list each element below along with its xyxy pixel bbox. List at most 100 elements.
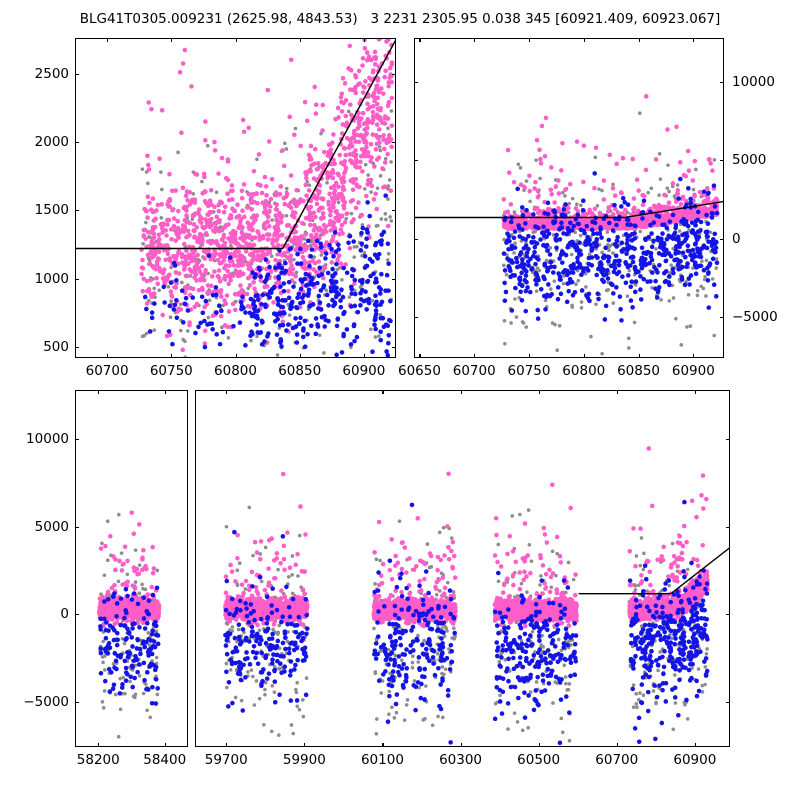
tick-mark bbox=[75, 526, 79, 528]
y-tick-label: 5000 bbox=[732, 152, 767, 169]
tick-mark bbox=[474, 38, 476, 42]
y-tick-label: 1500 bbox=[34, 202, 69, 219]
tick-mark bbox=[538, 743, 540, 747]
tick-mark bbox=[226, 743, 228, 747]
x-tick-label: 60800 bbox=[214, 363, 257, 379]
panel-bottom-segment-left-canvas bbox=[76, 391, 187, 746]
tick-mark bbox=[164, 743, 166, 747]
tick-mark bbox=[616, 390, 618, 394]
tick-mark bbox=[107, 38, 109, 42]
x-tick-label: 60700 bbox=[595, 752, 639, 768]
tick-mark bbox=[75, 141, 79, 144]
tick-mark bbox=[720, 238, 724, 240]
panel-top-right[interactable] bbox=[414, 38, 724, 358]
tick-mark bbox=[419, 354, 421, 358]
tick-mark bbox=[164, 390, 166, 394]
tick-mark bbox=[75, 210, 79, 212]
y-tick-label: −5000 bbox=[732, 309, 778, 326]
x-tick-label: 59900 bbox=[282, 752, 326, 768]
x-tick-label: 60700 bbox=[452, 363, 496, 379]
panel-top-right-canvas bbox=[415, 39, 723, 357]
x-tick-label: 58200 bbox=[76, 752, 120, 768]
tick-mark bbox=[299, 38, 301, 42]
tick-mark bbox=[694, 390, 696, 394]
tick-mark bbox=[171, 354, 173, 358]
tick-mark bbox=[75, 73, 79, 75]
tick-mark bbox=[638, 354, 640, 358]
y-tick-label: −5000 bbox=[23, 693, 69, 710]
figure-title: BLG41T0305.009231 (2625.98, 4843.53) 3 2… bbox=[79, 11, 721, 27]
y-tick-label: 5000 bbox=[34, 518, 69, 535]
tick-mark bbox=[694, 743, 696, 747]
tick-mark bbox=[726, 701, 730, 703]
tick-mark bbox=[98, 390, 100, 394]
y-tick-label: 2500 bbox=[34, 65, 69, 82]
tick-mark bbox=[171, 38, 173, 42]
y-tick-label: 2000 bbox=[34, 133, 69, 150]
x-tick-label: 60750 bbox=[507, 363, 551, 379]
panel-top-left[interactable] bbox=[75, 38, 396, 358]
tick-mark bbox=[460, 743, 462, 747]
tick-mark bbox=[75, 439, 79, 441]
tick-mark bbox=[529, 354, 531, 358]
x-tick-label: 60700 bbox=[85, 363, 129, 379]
y-tick-label: 0 bbox=[732, 230, 741, 247]
tick-mark bbox=[75, 614, 79, 616]
x-tick-label: 60900 bbox=[673, 752, 717, 768]
tick-mark bbox=[392, 278, 396, 280]
tick-mark bbox=[382, 743, 384, 747]
tick-mark bbox=[693, 38, 695, 42]
tick-mark bbox=[414, 317, 418, 319]
panel-bottom-segment-left[interactable] bbox=[75, 390, 188, 747]
tick-mark bbox=[392, 347, 396, 349]
tick-mark bbox=[720, 317, 724, 319]
tick-mark bbox=[693, 354, 695, 358]
x-tick-label: 58400 bbox=[143, 752, 187, 768]
tick-mark bbox=[720, 81, 724, 83]
tick-mark bbox=[529, 38, 531, 42]
tick-mark bbox=[75, 347, 79, 349]
panel-bottom-segment-right-canvas bbox=[196, 391, 729, 746]
tick-mark bbox=[75, 278, 79, 280]
tick-mark bbox=[235, 354, 237, 358]
x-tick-label: 60900 bbox=[671, 363, 715, 379]
x-tick-label: 60100 bbox=[360, 752, 404, 768]
x-tick-label: 60850 bbox=[617, 363, 661, 379]
tick-mark bbox=[638, 38, 640, 42]
tick-mark bbox=[392, 141, 396, 144]
x-tick-label: 60500 bbox=[517, 752, 561, 768]
tick-mark bbox=[414, 238, 418, 240]
tick-mark bbox=[583, 38, 585, 42]
tick-mark bbox=[226, 390, 228, 394]
tick-mark bbox=[726, 614, 730, 616]
x-tick-label: 60750 bbox=[149, 363, 193, 379]
y-tick-label: 1000 bbox=[34, 270, 69, 287]
tick-mark bbox=[720, 160, 724, 162]
tick-mark bbox=[474, 354, 476, 358]
tick-mark bbox=[583, 354, 585, 358]
y-tick-label: 10000 bbox=[732, 73, 775, 90]
y-tick-label: 500 bbox=[43, 339, 69, 356]
tick-mark bbox=[304, 743, 306, 747]
y-tick-label: 10000 bbox=[26, 431, 69, 447]
tick-mark bbox=[616, 743, 618, 747]
tick-mark bbox=[414, 81, 418, 83]
tick-mark bbox=[538, 390, 540, 394]
tick-mark bbox=[363, 38, 365, 42]
x-tick-label: 60900 bbox=[342, 363, 386, 379]
tick-mark bbox=[98, 743, 100, 747]
tick-mark bbox=[419, 38, 421, 42]
panel-bottom-segment-right[interactable] bbox=[195, 390, 730, 747]
tick-mark bbox=[726, 439, 730, 441]
tick-mark bbox=[107, 354, 109, 358]
tick-mark bbox=[235, 38, 237, 42]
tick-mark bbox=[382, 390, 384, 394]
x-tick-label: 60650 bbox=[397, 363, 441, 379]
panel-top-left-canvas bbox=[76, 39, 395, 357]
tick-mark bbox=[304, 390, 306, 394]
tick-mark bbox=[75, 701, 79, 703]
tick-mark bbox=[299, 354, 301, 358]
x-tick-label: 60300 bbox=[439, 752, 483, 768]
tick-mark bbox=[392, 210, 396, 212]
